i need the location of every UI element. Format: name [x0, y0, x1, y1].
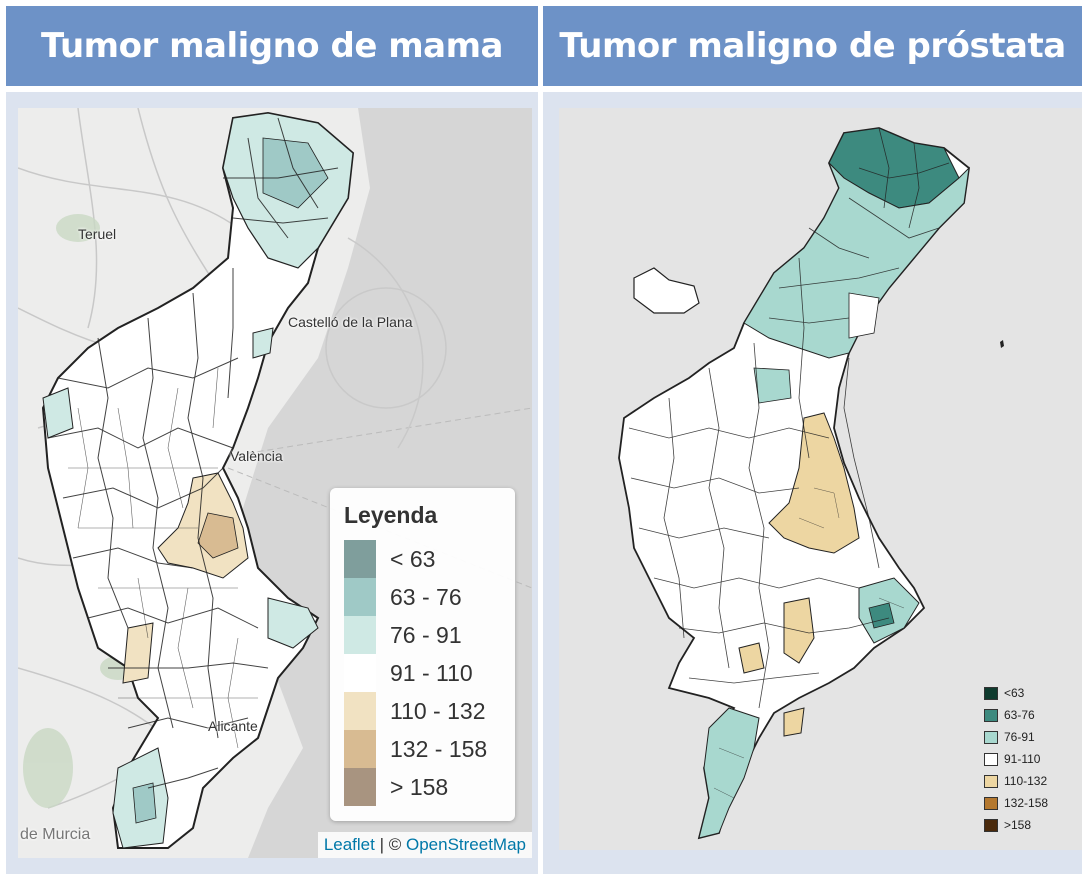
- choropleth-map: [618, 127, 1004, 840]
- header-prostate-cancer: Tumor maligno de próstata: [543, 6, 1082, 86]
- legend-label: 91 - 110: [390, 660, 473, 686]
- legend-item: > 158: [344, 768, 509, 806]
- legend-swatch: [984, 709, 998, 722]
- legend-label: 132 - 158: [390, 736, 488, 762]
- city-label-castello: Castelló de la Plana: [288, 314, 413, 330]
- header-prostate-cancer-title: Tumor maligno de próstata: [559, 26, 1066, 66]
- legend-label: 110 - 132: [390, 698, 486, 724]
- legend-swatch: [344, 692, 376, 730]
- legend-swatch: [344, 768, 376, 806]
- header-breast-cancer-title: Tumor maligno de mama: [41, 26, 503, 66]
- breast-cancer-panel: Teruel Castelló de la Plana València Ali…: [6, 92, 538, 874]
- breast-cancer-map[interactable]: Teruel Castelló de la Plana València Ali…: [18, 108, 532, 858]
- legend-item: 63-76: [984, 708, 1079, 724]
- legend-label: 91-110: [1004, 752, 1041, 766]
- legend-label: 132-158: [1004, 796, 1049, 810]
- legend-item: 132-158: [984, 796, 1079, 812]
- legend-item: 91 - 110: [344, 654, 509, 692]
- legend-item: 132 - 158: [344, 730, 509, 768]
- legend-item: 76-91: [984, 730, 1079, 746]
- legend-label: >158: [1004, 818, 1032, 832]
- legend-swatch: [344, 616, 376, 654]
- legend-label: 110-132: [1004, 774, 1048, 788]
- legend-item: < 63: [344, 540, 509, 578]
- legend-swatch: [984, 753, 998, 766]
- legend-swatch: [984, 731, 998, 744]
- legend-item: 110 - 132: [344, 692, 509, 730]
- prostate-cancer-panel: <63 63-76 76-91 91-110 110-132 132-158: [543, 92, 1082, 874]
- legend-item: 110-132: [984, 774, 1079, 790]
- header-breast-cancer: Tumor maligno de mama: [6, 6, 538, 86]
- legend-label: > 158: [390, 774, 449, 800]
- city-label-valencia: València: [230, 448, 283, 464]
- legend-label: 63 - 76: [390, 584, 462, 610]
- legend-item: 91-110: [984, 752, 1079, 768]
- legend-label: 63-76: [1004, 708, 1035, 722]
- map-legend: Leyenda < 63 63 - 76 76 - 91 91 - 110 11…: [330, 488, 515, 821]
- leaflet-link[interactable]: Leaflet: [323, 835, 375, 854]
- city-label-teruel: Teruel: [78, 226, 117, 242]
- openstreetmap-link[interactable]: OpenStreetMap: [405, 835, 526, 854]
- legend-label: < 63: [390, 546, 436, 572]
- legend-swatch: [984, 819, 998, 832]
- legend-item: >158: [984, 818, 1079, 834]
- legend-swatch: [344, 540, 376, 578]
- map-attribution: Leaflet | © OpenStreetMap: [317, 832, 532, 858]
- legend-swatch: [984, 797, 998, 810]
- city-label-alicante: Alicante: [208, 718, 258, 734]
- legend-swatch: [984, 687, 998, 700]
- city-label-murcia: de Murcia: [20, 826, 91, 843]
- legend-swatch: [984, 775, 998, 788]
- legend-label: <63: [1004, 686, 1025, 700]
- attribution-separator: | ©: [374, 835, 406, 854]
- legend-swatch: [344, 730, 376, 768]
- legend-label: 76-91: [1004, 730, 1035, 744]
- legend-item: 63 - 76: [344, 578, 509, 616]
- legend-item: <63: [984, 686, 1079, 702]
- legend-item: 76 - 91: [344, 616, 509, 654]
- legend-swatch: [344, 654, 376, 692]
- legend-title: Leyenda: [344, 502, 438, 528]
- prostate-cancer-map: <63 63-76 76-91 91-110 110-132 132-158: [559, 108, 1082, 850]
- legend-label: 76 - 91: [390, 622, 462, 648]
- legend-swatch: [344, 578, 376, 616]
